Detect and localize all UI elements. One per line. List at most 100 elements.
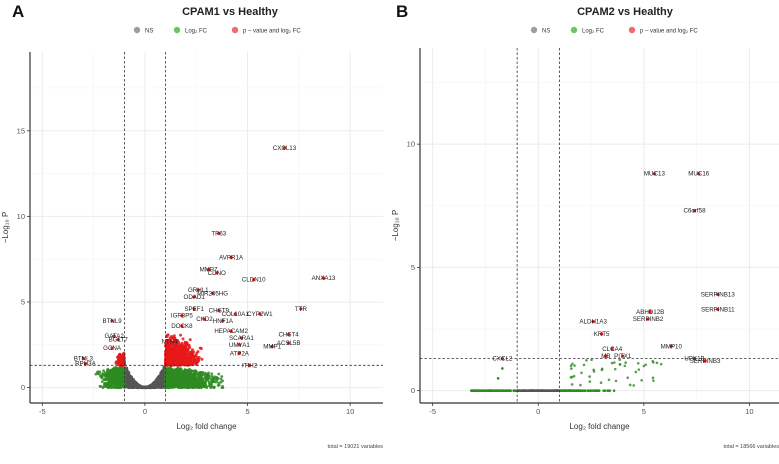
point-sig (189, 353, 193, 357)
point-ns (159, 373, 163, 377)
point-ns (552, 389, 556, 392)
point-labeled (233, 312, 237, 316)
point-sig (119, 354, 123, 358)
point-ns (157, 380, 161, 384)
point-fc (637, 368, 641, 371)
point-fc (177, 386, 180, 389)
gene-label: HEPACAM2 (214, 328, 248, 335)
point-fc (651, 359, 655, 363)
x-tick-label: -5 (429, 407, 436, 416)
point-fc (217, 372, 221, 376)
point-fc (190, 384, 194, 388)
point-fc (191, 382, 194, 385)
point-fc (499, 389, 502, 392)
point-fc (104, 385, 108, 389)
point-fc (201, 380, 205, 384)
point-fc (178, 372, 182, 376)
point-fc (566, 389, 570, 392)
point-fc (118, 368, 122, 371)
figure-caption-faded (30, 450, 750, 462)
axes: -5 0 5 10 0 5 10 Log₂ fold change −Log₁₀ P total … (391, 48, 779, 450)
point-labeled (648, 310, 652, 314)
point-fc (193, 372, 197, 376)
point-fc (569, 364, 573, 368)
point-fc (108, 373, 111, 377)
point-ns (534, 389, 537, 392)
point-sig (174, 360, 178, 364)
x-tick-label: 0 (536, 407, 540, 416)
point-fc (201, 370, 205, 374)
point-labeled (600, 332, 604, 336)
point-sig (193, 354, 197, 358)
point-fc (212, 380, 215, 384)
point-labeled (299, 307, 303, 311)
point-fc (644, 363, 648, 367)
point-fc (120, 371, 124, 374)
point-ns (525, 389, 529, 392)
chart-title-a: CPAM1 vs Healthy (182, 6, 278, 18)
panel-letter-a: A (12, 2, 25, 21)
point-fc (109, 381, 113, 385)
gene-label: C6orf58 (684, 208, 707, 215)
point-fc (105, 371, 109, 374)
point-fc (183, 379, 187, 383)
point-labeled (229, 255, 233, 260)
point-labeled (217, 308, 221, 313)
point-sig (178, 355, 182, 359)
gene-label: UMYA1 (229, 342, 250, 349)
legend: NS Log₂ FC p – value and log₂ FC (133, 26, 301, 35)
point-fc (96, 370, 100, 374)
point-sig (184, 355, 188, 359)
point-fc (503, 389, 507, 392)
point-fc (568, 389, 572, 392)
point-fc (636, 361, 640, 365)
point-sig (197, 355, 201, 359)
legend-label-0: NS (542, 29, 550, 35)
point-fc (189, 369, 193, 373)
point-fc (171, 370, 175, 374)
point-fc (188, 382, 192, 386)
point-ns (156, 375, 160, 379)
point-sig (175, 363, 179, 367)
point-labeled (282, 146, 287, 150)
gene-label: SERPINB11 (701, 306, 735, 313)
point-labeled (196, 288, 200, 292)
point-fc (178, 368, 182, 372)
gene-label: ODAD1 (184, 294, 206, 301)
point-fc (199, 380, 203, 384)
point-ns (135, 383, 139, 387)
point-ns (530, 389, 533, 392)
point-fc (112, 385, 116, 389)
point-sig (187, 343, 191, 347)
gene-label: DOCK8 (171, 323, 193, 330)
point-sig (165, 334, 169, 338)
point-sig (172, 334, 176, 338)
point-fc (476, 389, 480, 392)
point-fc (580, 371, 583, 375)
point-fc (106, 369, 109, 372)
point-fc (116, 368, 119, 372)
point-sig (117, 357, 121, 361)
point-fc (102, 369, 105, 373)
gene-label: KRT5 (594, 331, 610, 338)
point-sig (188, 361, 192, 365)
gene-label: GCNA (103, 345, 122, 352)
gene-label: MMP7 (200, 266, 218, 273)
point-fc (618, 358, 622, 362)
point-fc (572, 374, 576, 378)
point-labeled (669, 344, 673, 348)
point-labeled (252, 278, 256, 282)
points (469, 172, 720, 392)
point-fc (101, 372, 104, 376)
point-fc (168, 368, 172, 372)
point-sig (173, 345, 177, 349)
point-fc (600, 368, 604, 372)
point-ns (555, 389, 558, 392)
point-fc (610, 361, 614, 365)
point-ns (544, 389, 548, 392)
point-ns (128, 374, 132, 378)
point-fc (180, 380, 184, 384)
point-fc (614, 379, 618, 383)
point-labeled (604, 354, 608, 358)
point-fc (102, 378, 106, 381)
